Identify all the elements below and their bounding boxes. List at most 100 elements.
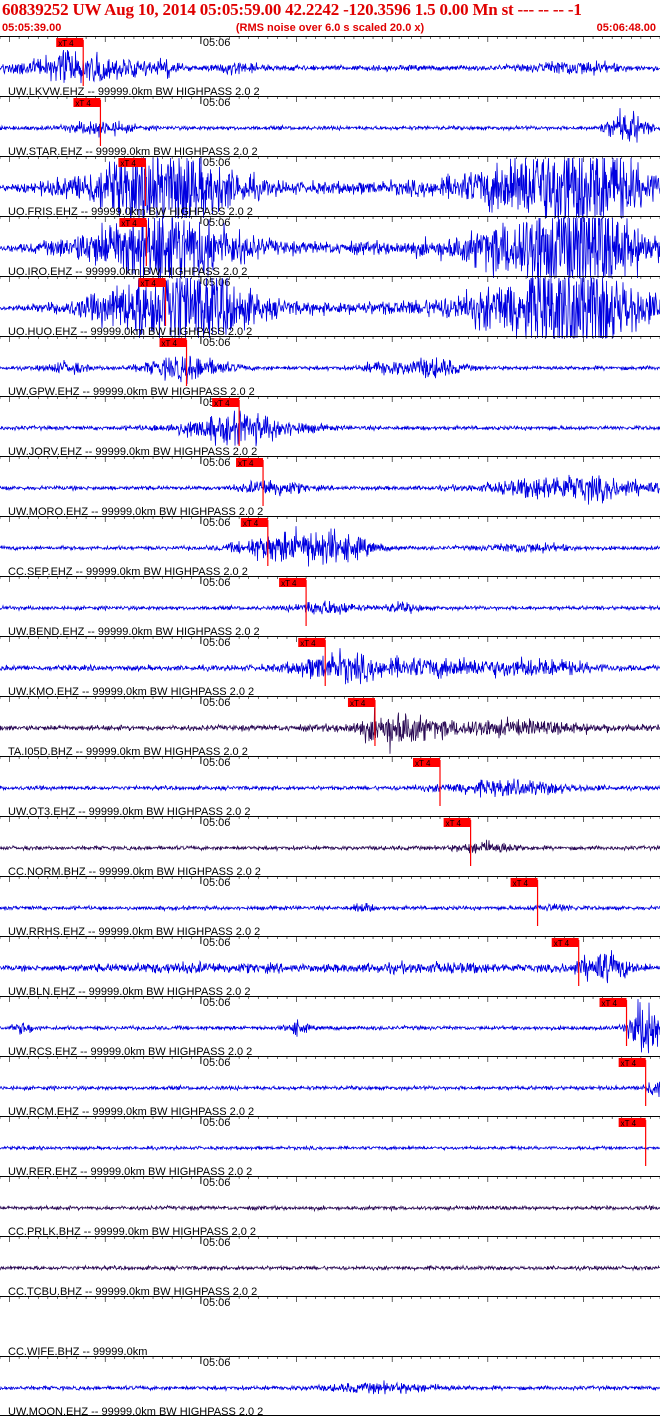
minute-tick-label: 05:06 xyxy=(203,577,231,589)
pick-label: xT 4 xyxy=(281,579,297,588)
station-label: UW.RCS.EHZ -- 99999.0km BW HIGHPASS 2.0 … xyxy=(8,1046,252,1058)
waveform-trace[interactable] xyxy=(0,1380,660,1395)
pick-label: xT 4 xyxy=(162,339,178,348)
trace-panel: 05:06 UW.MOON.EHZ -- 99999.0km BW HIGHPAS… xyxy=(0,1356,660,1418)
waveform-trace[interactable] xyxy=(0,950,660,984)
pick-label: xT 4 xyxy=(140,279,156,288)
pick-label: xT 4 xyxy=(120,159,136,168)
waveform-trace[interactable] xyxy=(0,778,660,798)
waveform-trace[interactable] xyxy=(0,1144,660,1152)
station-label: UW.MORO.EHZ -- 99999.0km BW HIGHPASS 2.0… xyxy=(8,506,263,518)
waveform-trace[interactable] xyxy=(0,707,660,754)
pick-flag[interactable] xyxy=(618,1058,646,1067)
waveform-trace[interactable] xyxy=(0,410,660,447)
waveform-trace[interactable] xyxy=(0,1204,660,1213)
station-label: UW.GPW.EHZ -- 99999.0km BW HIGHPASS 2.0 … xyxy=(8,386,255,398)
station-label: CC.NORM.BHZ -- 99999.0km BW HIGHPASS 2.0… xyxy=(8,866,261,878)
waveform-trace[interactable] xyxy=(0,474,660,505)
minute-tick-label: 05:06 xyxy=(203,457,231,469)
trace-panel: 05:06 xT 4 CC.NORM.BHZ -- 99999.0km BW HIG… xyxy=(0,816,660,878)
waveform-trace[interactable] xyxy=(0,1081,660,1098)
pick-label: xT 4 xyxy=(554,939,570,948)
trace-panel: 05:06 xT 4 UW.BLN.EHZ -- 99999.0km BW HIGH… xyxy=(0,936,660,998)
station-label: UW.STAR.EHZ -- 99999.0km BW HIGHPASS 2.0… xyxy=(8,146,258,158)
waveform-trace[interactable] xyxy=(0,49,660,84)
waveform-trace[interactable] xyxy=(0,999,660,1054)
pick-label: xT 4 xyxy=(621,1059,637,1068)
station-label: CC.TCBU.BHZ -- 99999.0km BW HIGHPASS 2.0… xyxy=(8,1286,257,1298)
station-label: CC.WIFE.BHZ -- 99999.0km xyxy=(8,1346,147,1358)
station-label: TA.I05D.BHZ -- 99999.0km BW HIGHPASS 2.0… xyxy=(8,746,248,758)
pick-label: xT 4 xyxy=(621,1119,637,1128)
minute-tick-label: 05:06 xyxy=(203,157,231,169)
waveform-trace[interactable] xyxy=(0,108,660,143)
pick-flag[interactable] xyxy=(236,458,264,467)
trace-panel: 05:06 xT 4 UW.GPW.EHZ -- 99999.0km BW HIGH… xyxy=(0,336,660,398)
station-label: UW.KMO.EHZ -- 99999.0km BW HIGHPASS 2.0 … xyxy=(8,686,254,698)
trace-panel: 05:06 xT 4 UW.RRHS.EHZ -- 99999.0km BW HIG… xyxy=(0,876,660,938)
trace-panel: 05:06 xT 4 UW.BEND.EHZ -- 99999.0km BW HIG… xyxy=(0,576,660,638)
pick-flag[interactable] xyxy=(73,98,101,107)
pick-label: xT 4 xyxy=(446,819,462,828)
pick-flag[interactable] xyxy=(347,698,375,707)
pick-flag[interactable] xyxy=(118,158,146,167)
waveform-trace[interactable] xyxy=(0,902,660,913)
pick-label: xT 4 xyxy=(58,39,74,48)
pick-flag[interactable] xyxy=(413,758,440,767)
minute-tick-label: 05:06 xyxy=(203,697,231,709)
station-label: UO.IRO.EHZ -- 99999.0km BW HIGHPASS 2.0 … xyxy=(8,266,247,278)
plot-header: 60839252 UW Aug 10, 2014 05:05:59.00 42.… xyxy=(0,0,660,36)
waveform-trace[interactable] xyxy=(0,839,660,854)
event-title: 60839252 UW Aug 10, 2014 05:05:59.00 42.… xyxy=(2,0,582,19)
waveform-trace[interactable] xyxy=(0,355,660,385)
minute-tick-label: 05:06 xyxy=(203,757,231,769)
waveform-trace[interactable] xyxy=(0,156,660,219)
end-time: 05:06:48.00 xyxy=(596,22,656,34)
minute-tick-label: 05:06 xyxy=(203,97,231,109)
trace-panel: 05:06 xT 4 UW.RER.EHZ -- 99999.0km BW HIGH… xyxy=(0,1116,660,1178)
trace-panel: 05:06 CC.PRLK.BHZ -- 99999.0km BW HIGHPAS… xyxy=(0,1176,660,1238)
trace-panel: 05:06 xT 4 UW.STAR.EHZ -- 99999.0km BW HIG… xyxy=(0,96,660,158)
pick-label: xT 4 xyxy=(75,99,91,108)
pick-label: xT 4 xyxy=(300,639,316,648)
pick-flag[interactable] xyxy=(212,398,240,407)
pick-label: xT 4 xyxy=(350,699,366,708)
waveform-trace[interactable] xyxy=(0,526,660,567)
trace-panel: 05:06 xT 4 UW.RCS.EHZ -- 99999.0km BW HIGH… xyxy=(0,996,660,1058)
pick-flag[interactable] xyxy=(279,578,307,587)
pick-flag[interactable] xyxy=(56,38,84,47)
pick-flag[interactable] xyxy=(298,638,326,647)
pick-flag[interactable] xyxy=(599,998,627,1007)
pick-flag[interactable] xyxy=(119,218,147,227)
trace-panel: 05:06 xT 4 UW.OT3.EHZ -- 99999.0km BW HIGH… xyxy=(0,756,660,818)
trace-panel: 05:06 xT 4 UW.RCM.EHZ -- 99999.0km BW HIGH… xyxy=(0,1056,660,1118)
pick-flag[interactable] xyxy=(240,518,268,527)
minute-tick-label: 05:06 xyxy=(203,1117,231,1129)
station-label: UW.BEND.EHZ -- 99999.0km BW HIGHPASS 2.0… xyxy=(8,626,260,638)
station-label: UO.HUO.EHZ -- 99999.0km BW HIGHPASS 2.0 … xyxy=(8,326,252,338)
minute-tick-label: 05:06 xyxy=(203,817,231,829)
station-label: UW.RCM.EHZ -- 99999.0km BW HIGHPASS 2.0 … xyxy=(8,1106,254,1118)
waveform-trace[interactable] xyxy=(0,648,660,685)
minute-tick-label: 05:06 xyxy=(203,217,231,229)
waveform-trace[interactable] xyxy=(0,217,660,279)
pick-flag[interactable] xyxy=(551,938,579,947)
minute-tick-label: 05:06 xyxy=(203,1357,231,1369)
pick-flag[interactable] xyxy=(159,338,187,347)
trace-panel: 05:06 xT 4 UW.KMO.EHZ -- 99999.0km BW HIGH… xyxy=(0,636,660,698)
trace-panel: 05:06 CC.WIFE.BHZ -- 99999.0km xyxy=(0,1296,660,1358)
trace-panel: 05:06 xT 4 UW.MORO.EHZ -- 99999.0km BW HIG… xyxy=(0,456,660,518)
pick-label: xT 4 xyxy=(415,759,431,768)
pick-flag[interactable] xyxy=(510,878,538,887)
pick-flag[interactable] xyxy=(618,1118,646,1127)
pick-label: xT 4 xyxy=(238,459,254,468)
waveform-trace[interactable] xyxy=(0,277,660,339)
pick-flag[interactable] xyxy=(443,818,471,827)
minute-tick-label: 05:06 xyxy=(203,37,231,49)
trace-panel: 05:06 xT 4 UW.LKVW.EHZ -- 99999.0km BW HIG… xyxy=(0,36,660,98)
trace-panel: 05:06 xT 4 UO.IRO.EHZ -- 99999.0km BW HIGH… xyxy=(0,216,660,279)
waveform-trace[interactable] xyxy=(0,1264,660,1272)
waveform-trace[interactable] xyxy=(0,600,660,615)
pick-flag[interactable] xyxy=(138,278,166,287)
